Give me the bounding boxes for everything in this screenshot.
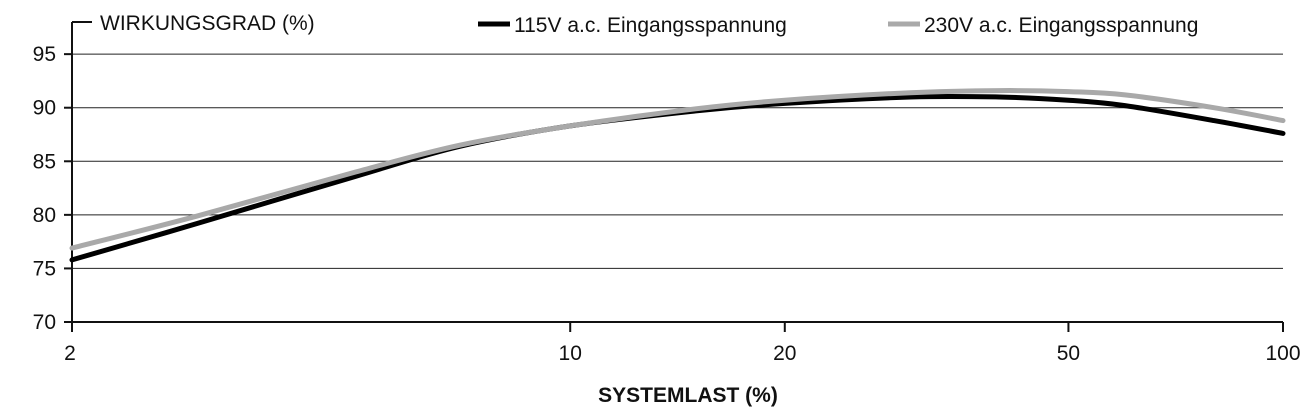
- axes: [71, 21, 1283, 323]
- x-tick-label-10: 10: [559, 342, 582, 365]
- legend-label-115v: 115V a.c. Eingangsspannung: [514, 14, 787, 37]
- series-line-115v: [69, 93, 1286, 263]
- legend-label-230v: 230V a.c. Eingangsspannung: [924, 14, 1198, 37]
- x-tick-label-100: 100: [1265, 342, 1300, 365]
- y-tick-label-95: 95: [33, 43, 56, 66]
- x-tick-label-2: 2: [64, 342, 76, 365]
- y-axis-title: WIRKUNGSGRAD (%): [100, 12, 315, 35]
- x-tick-label-20: 20: [773, 342, 796, 365]
- y-tick-label-85: 85: [33, 150, 56, 173]
- y-tick-label-75: 75: [33, 257, 56, 280]
- x-tick-label-50: 50: [1057, 342, 1080, 365]
- series-lines: [69, 88, 1286, 263]
- grid-lines: [72, 53, 1283, 269]
- x-axis-title: SYSTEMLAST (%): [598, 384, 778, 407]
- y-tick-label-90: 90: [33, 97, 56, 120]
- tick-labels: 70 75 80 85 90 95 2 10 20 50 100: [33, 43, 1301, 365]
- y-tick-label-70: 70: [33, 311, 56, 334]
- y-tick-label-80: 80: [33, 204, 56, 227]
- legend: 115V a.c. Eingangsspannung 230V a.c. Ein…: [478, 14, 1198, 37]
- legend-item-115v: 115V a.c. Eingangsspannung: [478, 14, 787, 37]
- series-line-230v: [69, 88, 1286, 251]
- legend-item-230v: 230V a.c. Eingangsspannung: [888, 14, 1198, 37]
